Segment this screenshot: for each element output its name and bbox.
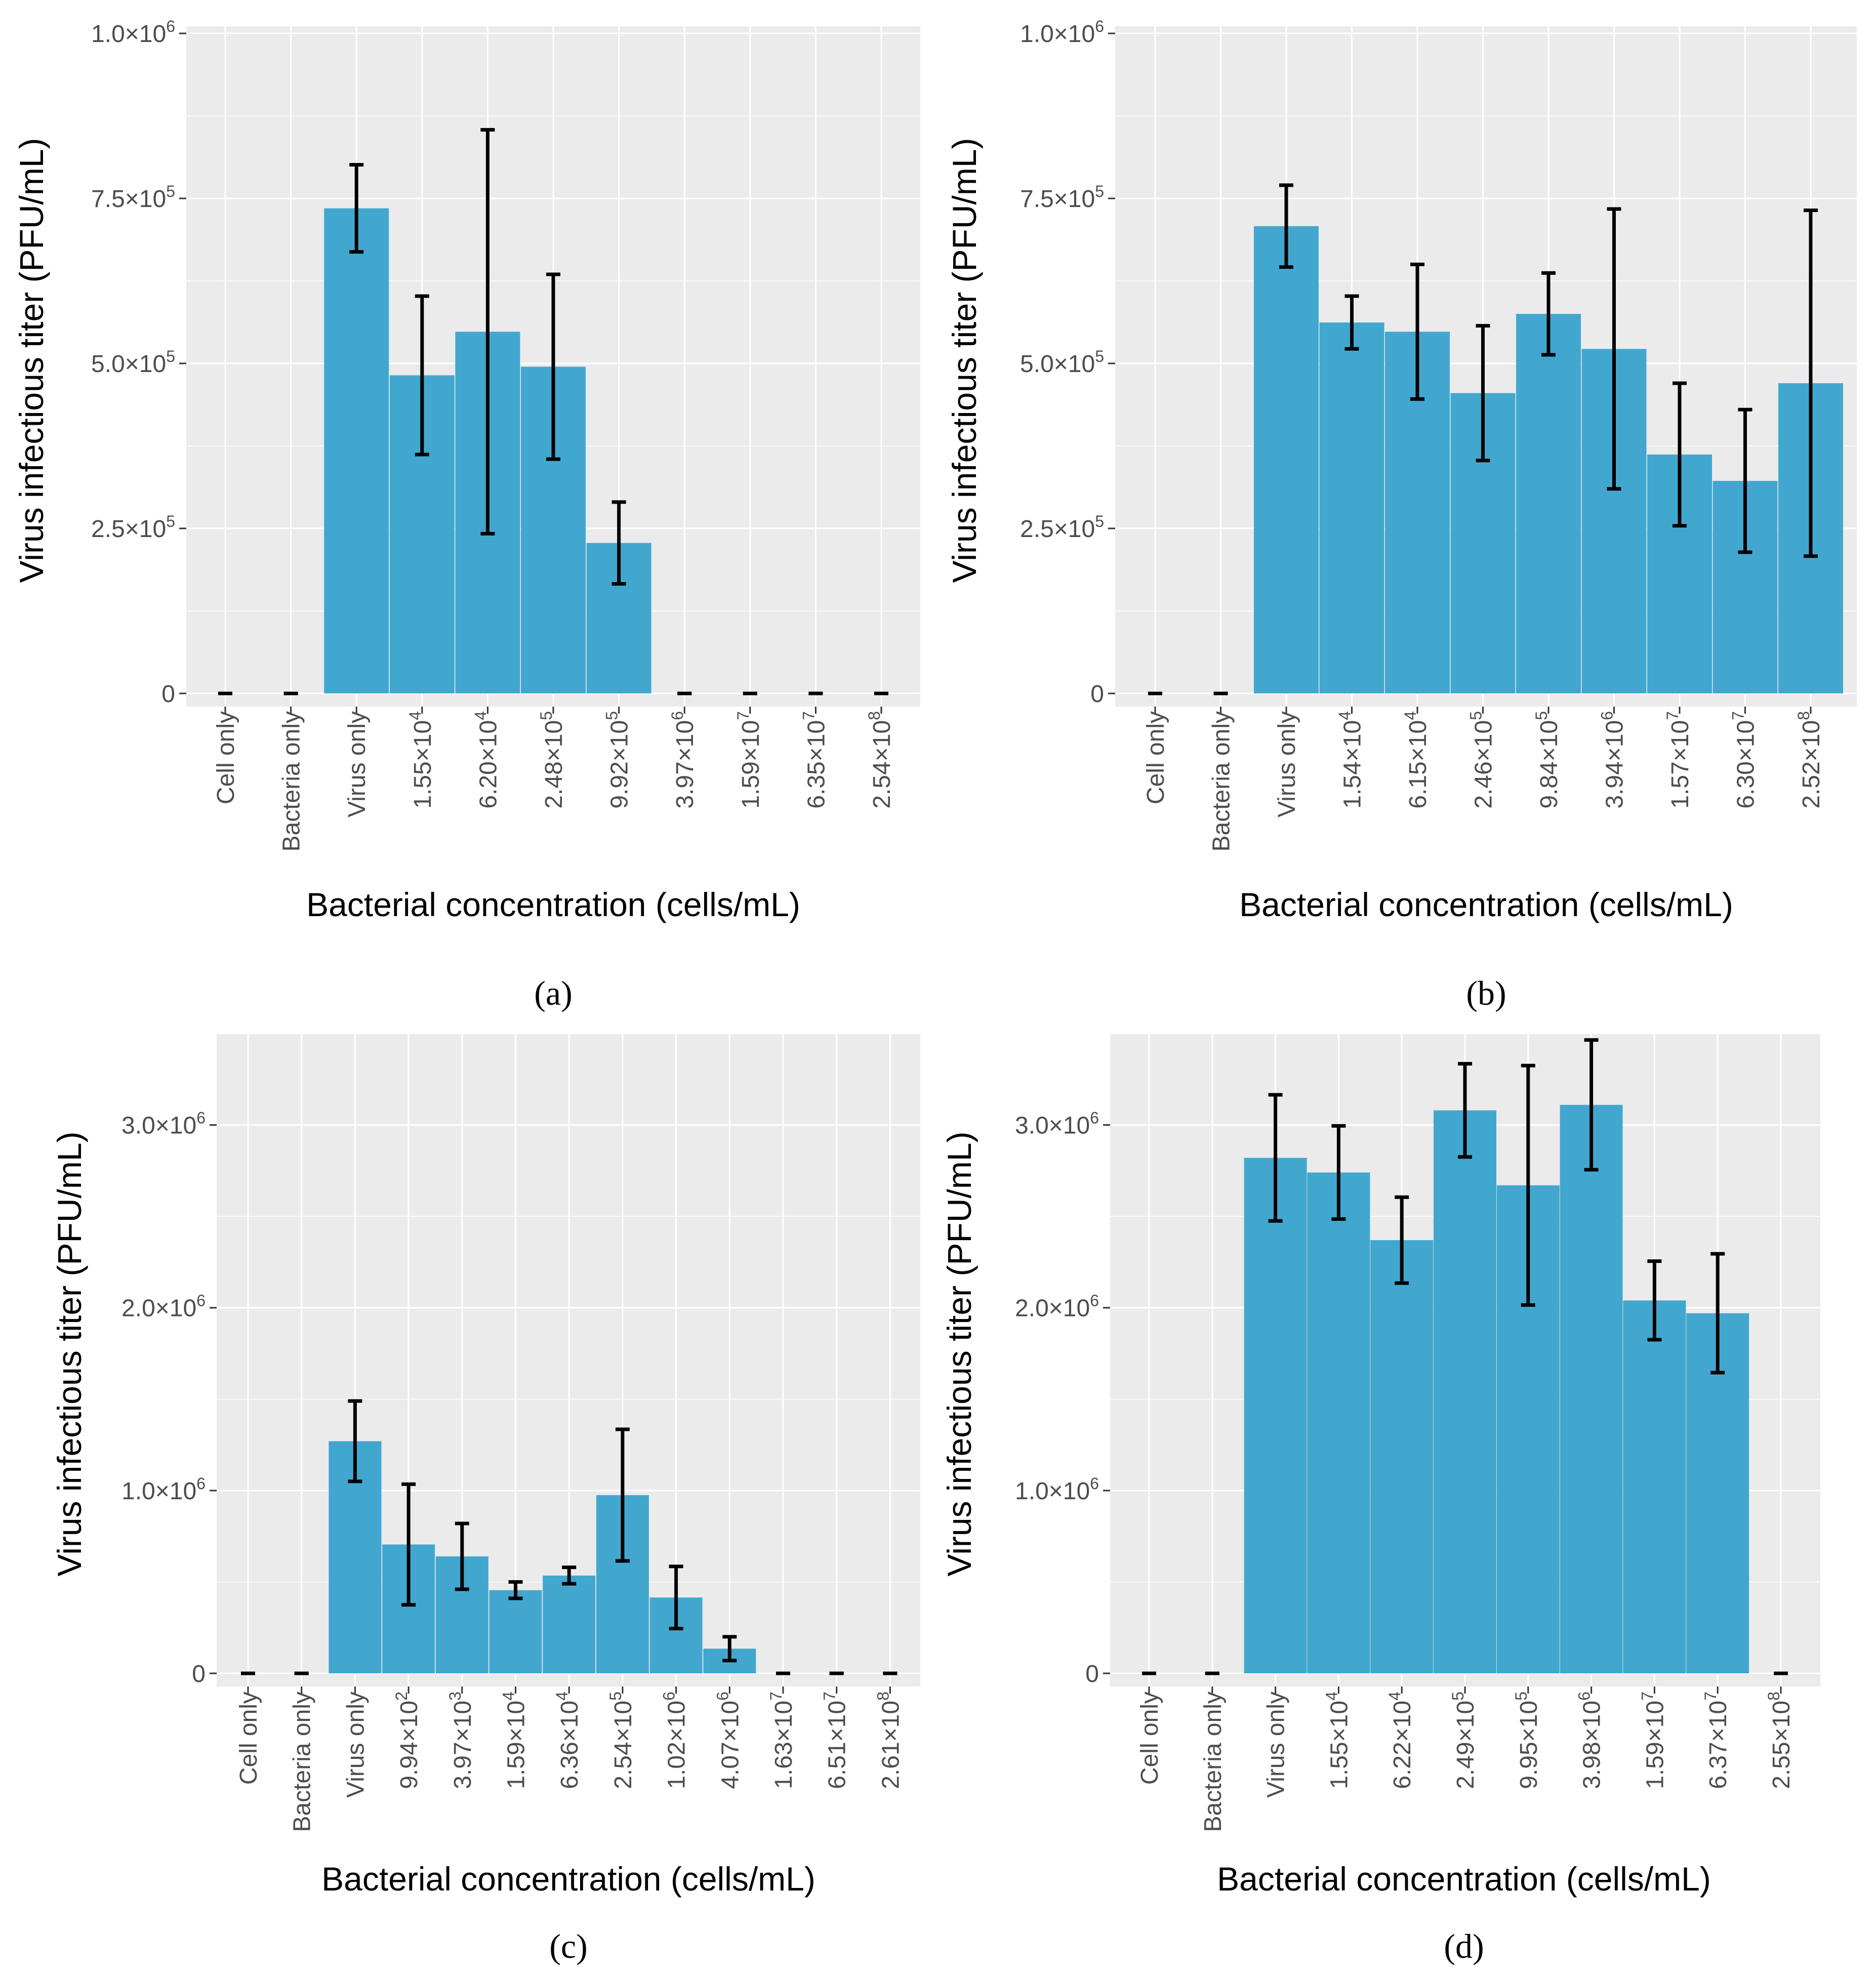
bar — [1244, 1158, 1307, 1673]
x-tick-label: 9.92×105 — [603, 711, 633, 809]
x-tick-label: 2.54×108 — [865, 711, 895, 809]
x-axis-title: Bacterial concentration (cells/mL) — [321, 1860, 815, 1898]
x-tick-label: 4.07×106 — [713, 1692, 744, 1789]
y-tick-label: 0 — [1085, 1661, 1099, 1688]
y-tick-label: 1.0×106 — [1015, 1474, 1099, 1505]
x-tick-label: Virus only — [342, 1692, 369, 1798]
x-tick-label: 1.02×106 — [660, 1692, 690, 1789]
bar — [1370, 1240, 1434, 1673]
bar — [1254, 226, 1319, 693]
x-tick-label: 9.95×105 — [1512, 1692, 1542, 1789]
bar — [1560, 1104, 1623, 1673]
bar — [1623, 1300, 1686, 1673]
x-tick-label: 3.97×106 — [668, 711, 699, 809]
x-tick-label: 1.55×104 — [1322, 1692, 1353, 1789]
bar — [489, 1590, 542, 1673]
x-tick-label: 2.55×108 — [1765, 1692, 1795, 1789]
x-tick-label: Bacteria only — [1208, 711, 1235, 851]
y-tick-label: 2.5×105 — [91, 512, 175, 543]
y-tick-label: 2.5×105 — [1020, 512, 1104, 543]
chart-panel-4: 0 1.0×106 2.0×106 3.0×106 Cell only Bacteria … — [941, 1033, 1820, 1965]
x-tick-label: Cell only — [1143, 711, 1169, 804]
x-tick-label: 2.52×108 — [1795, 711, 1825, 809]
y-axis-title: Virus infectious titer (PFU/mL) — [941, 1131, 978, 1576]
x-tick-label: 9.84×105 — [1532, 711, 1563, 809]
y-tick-label: 5.0×105 — [91, 347, 175, 378]
panel-label: (b) — [1466, 974, 1506, 1012]
x-tick-label: 6.22×104 — [1385, 1692, 1416, 1789]
chart-panel-3: 0 1.0×106 2.0×106 3.0×106 Cell only Bacteria … — [51, 1033, 920, 1965]
x-axis-title: Bacterial concentration (cells/mL) — [1217, 1860, 1711, 1898]
bar — [1516, 314, 1581, 693]
y-tick-label: 0 — [1090, 681, 1104, 708]
x-tick-label: Bacteria only — [1200, 1692, 1227, 1832]
x-tick-label: 1.55×104 — [406, 711, 436, 809]
x-tick-label: 1.59×107 — [1638, 1692, 1668, 1789]
y-axis-title: Virus infectious titer (PFU/mL) — [13, 138, 50, 583]
x-axis-title: Bacterial concentration (cells/mL) — [1239, 886, 1733, 923]
x-tick-label: Cell only — [235, 1692, 262, 1785]
x-tick-label: Virus only — [1263, 1692, 1290, 1798]
x-tick-label: 6.35×107 — [799, 711, 830, 809]
x-tick-label: Cell only — [213, 711, 239, 804]
y-tick-label: 1.0×106 — [1020, 17, 1104, 48]
y-tick-label: 3.0×106 — [121, 1109, 206, 1139]
x-tick-label: Cell only — [1136, 1692, 1163, 1785]
x-tick-label: 1.63×107 — [767, 1692, 797, 1789]
chart-panel-1: 0 2.5×105 5.0×105 7.5×105 1.0×106 Cell only Ba… — [13, 17, 920, 1012]
bar — [543, 1575, 596, 1673]
panel-label: (d) — [1444, 1927, 1484, 1965]
y-tick-label: 5.0×105 — [1020, 347, 1104, 378]
y-tick-label: 0 — [161, 681, 175, 708]
x-tick-label: Bacteria only — [289, 1692, 316, 1832]
y-tick-label: 7.5×105 — [1020, 182, 1104, 213]
y-tick-label: 3.0×106 — [1015, 1109, 1099, 1139]
y-tick-label: 0 — [192, 1661, 206, 1688]
x-tick-label: 2.61×108 — [874, 1692, 904, 1789]
x-tick-label: 2.49×105 — [1449, 1692, 1479, 1789]
x-tick-label: 3.97×103 — [446, 1692, 476, 1789]
x-tick-label: Bacteria only — [278, 711, 305, 851]
x-tick-label: 3.98×106 — [1575, 1692, 1606, 1789]
panel-label: (a) — [534, 974, 572, 1012]
x-tick-label: 6.37×107 — [1701, 1692, 1732, 1789]
x-tick-label: 6.15×104 — [1401, 711, 1432, 809]
x-tick-label: 6.30×107 — [1729, 711, 1760, 809]
x-tick-label: 2.48×105 — [537, 711, 567, 809]
chart-panel-2: 0 2.5×105 5.0×105 7.5×105 1.0×106 Cell only Ba… — [946, 17, 1857, 1012]
y-axis-title: Virus infectious titer (PFU/mL) — [946, 138, 983, 583]
bar — [1434, 1110, 1496, 1673]
x-tick-label: Virus only — [344, 711, 371, 817]
x-tick-label: 9.94×102 — [392, 1692, 423, 1789]
x-tick-label: 3.94×106 — [1598, 711, 1628, 809]
bar — [1307, 1172, 1370, 1673]
y-tick-label: 2.0×106 — [1015, 1292, 1099, 1322]
x-axis-title: Bacterial concentration (cells/mL) — [306, 886, 800, 923]
y-axis-title: Virus infectious titer (PFU/mL) — [51, 1131, 88, 1576]
x-tick-label: 6.20×104 — [471, 711, 502, 809]
x-tick-label: 6.36×104 — [553, 1692, 583, 1789]
x-tick-label: 1.57×107 — [1663, 711, 1694, 809]
x-tick-label: 2.54×105 — [606, 1692, 637, 1789]
x-tick-label: 6.51×107 — [821, 1692, 851, 1789]
panel-label: (c) — [549, 1927, 587, 1965]
y-tick-label: 2.0×106 — [121, 1292, 206, 1322]
x-tick-label: Virus only — [1274, 711, 1300, 817]
x-tick-label: 1.59×104 — [500, 1692, 530, 1789]
y-tick-label: 1.0×106 — [121, 1474, 206, 1505]
x-tick-label: 1.59×107 — [734, 711, 764, 809]
x-tick-label: 2.46×105 — [1467, 711, 1497, 809]
bar — [324, 208, 389, 693]
y-tick-label: 1.0×106 — [91, 17, 175, 48]
bar — [1319, 322, 1384, 693]
y-tick-label: 7.5×105 — [91, 182, 175, 213]
x-tick-label: 1.54×104 — [1336, 711, 1366, 809]
